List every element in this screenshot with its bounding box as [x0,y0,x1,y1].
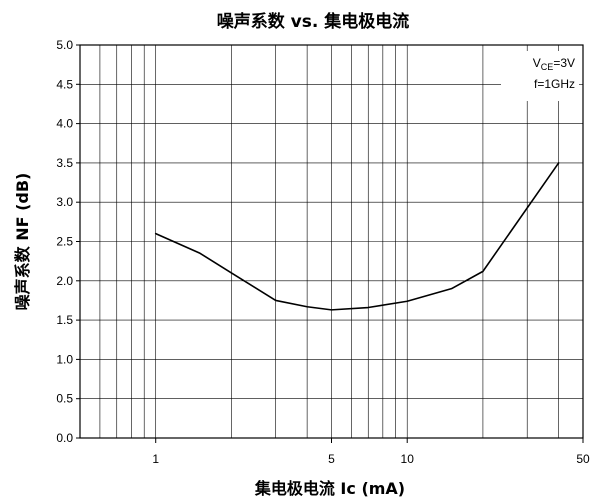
y-axis-label: 噪声系数 NF (dB) [13,173,32,311]
series-layer [154,162,560,311]
legend-annotation-0: VCE=3V [533,56,575,72]
x-tick-label: 50 [576,452,590,466]
y-tick-label: 2.0 [56,274,73,288]
y-tick-label: 4.0 [56,117,73,131]
grid-lines [79,44,584,439]
x-tick-label: 10 [401,452,415,466]
y-tick-label: 2.5 [56,235,73,249]
y-tick-label: 1.0 [56,352,73,366]
y-tick-label: 3.0 [56,195,73,209]
y-tick-label: 1.5 [56,313,73,327]
annotation-prefix: V [533,56,541,70]
legend-annotation-1: f=1GHz [534,77,575,91]
legend-annotations: VCE=3V f=1GHz [501,51,579,101]
axis-ticks: 0.0 0.5 1.0 1.5 2.0 2.5 3.0 3.5 4.0 4.5 5.0 1 5 10 50 [56,38,590,466]
y-tick-label: 0.5 [56,392,73,406]
x-tick-label: 1 [152,452,159,466]
x-tick-label: 5 [328,452,335,466]
y-tick-label: 3.5 [56,156,73,170]
y-tick-label: 0.0 [56,431,73,445]
series-line-0 [154,162,560,311]
annotation-suffix: =3V [553,56,575,70]
chart-title: 噪声系数 vs. 集电极电流 [217,11,410,32]
annotation-prefix: f=1GHz [534,77,575,91]
x-axis-label: 集电极电流 Ic (mA) [254,479,405,498]
y-tick-label: 4.5 [56,77,73,91]
annotation-subscript: CE [541,62,554,72]
legend-background [501,51,579,101]
y-tick-label: 5.0 [56,38,73,52]
